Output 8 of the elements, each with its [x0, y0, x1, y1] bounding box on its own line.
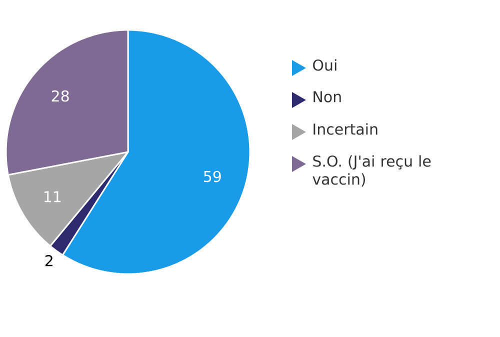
legend-label: Incertain [314, 123, 378, 135]
data-label: 2 [45, 254, 52, 266]
data-label: 28 [52, 90, 69, 102]
data-label: 11 [44, 191, 61, 202]
legend-label: Non [314, 91, 341, 102]
data-label: 59 [204, 170, 221, 182]
legend-label: S.O. (J'ai reçu le vaccin) [312, 155, 431, 187]
legend-label: Oui [313, 59, 336, 71]
